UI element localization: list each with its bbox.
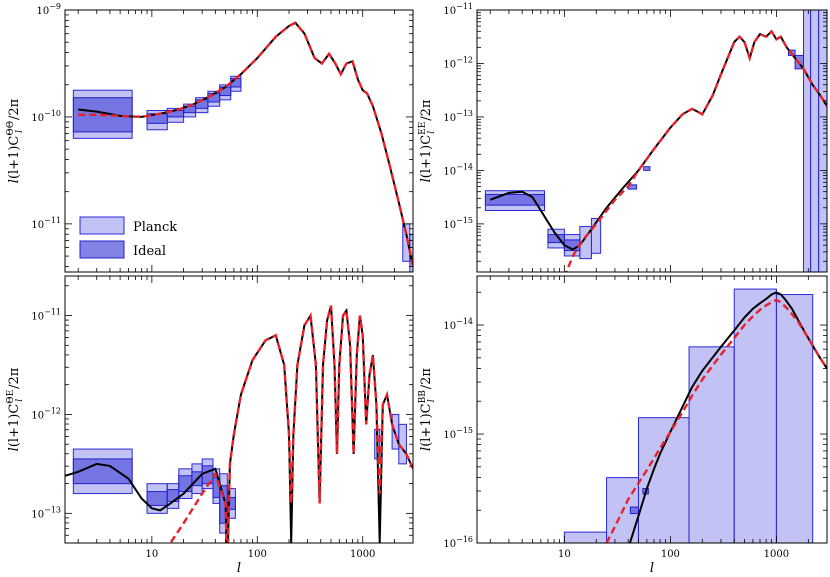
x-tick-label: 10: [558, 549, 571, 560]
planck-errorbox: [818, 10, 827, 272]
model-curve: [605, 298, 827, 543]
ideal-errorbox: [146, 491, 168, 506]
theory-curve: [78, 21, 413, 267]
legend-ideal-swatch: [79, 240, 125, 259]
theory-curve: [65, 305, 413, 543]
y-tick-label: 10−11: [443, 2, 473, 17]
panel-te: 10−11 10−12 10−13 10 100 1000 l(l+1)CΘEl/2π l: [6, 275, 414, 576]
planck-errorbox: [802, 10, 812, 272]
panel-ee: 10−11 10−12 10−13 10−14 10−15 l(l+1)CEEl/2π: [418, 2, 828, 273]
planck-errorbox: [810, 10, 820, 272]
y-tick-label: 10−12: [443, 55, 473, 70]
legend-planck-swatch: [79, 216, 125, 235]
x-tick-label: 1000: [350, 549, 375, 560]
panel-bb: 10−14 10−15 10−16 10 100 1000 l(l+1)CBBl/2π l: [418, 275, 828, 576]
y-tick-label: 10−14: [443, 162, 473, 177]
planck-errorbox: [733, 288, 777, 543]
panel-tt: 10−9 10−10 10−11 l(l+1)CΘΘl/2π Planck Ideal: [6, 2, 414, 273]
ideal-errorbox: [226, 497, 236, 510]
ideal-errorbox: [72, 458, 133, 485]
y-tick-label: 10−11: [31, 308, 61, 323]
planck-errorbox: [590, 218, 602, 254]
model-curve: [78, 21, 413, 267]
y-axis-label: l(l+1)CBBl/2π: [418, 368, 437, 451]
y-tick-label: 10−13: [443, 109, 473, 124]
y-tick-label: 10−16: [443, 535, 473, 550]
y-tick-label: 10−9: [36, 2, 61, 17]
planck-errorbox: [637, 417, 690, 543]
axes-frame: [476, 275, 828, 544]
x-axis-label: l: [237, 561, 241, 576]
ideal-errorbox: [629, 506, 639, 515]
x-axis-label: l: [650, 561, 654, 576]
ideal-errorbox: [178, 475, 193, 493]
x-tick-label: 100: [248, 549, 267, 560]
x-tick-label: 100: [661, 549, 680, 560]
legend: Planck Ideal: [79, 216, 177, 259]
ideal-errorbox: [201, 465, 214, 485]
legend-planck-label: Planck: [133, 220, 177, 235]
model-curve: [168, 305, 413, 543]
y-axis-label: l(l+1)CΘEl/2π: [6, 367, 25, 451]
theory-curve: [489, 29, 827, 251]
y-tick-label: 10−15: [443, 216, 473, 231]
y-tick-label: 10−11: [31, 216, 61, 231]
x-tick-label: 1000: [764, 549, 789, 560]
theory-curve: [628, 291, 827, 543]
axes-frame: [64, 275, 414, 544]
y-tick-label: 10−12: [31, 406, 61, 421]
x-tick-label: 10: [145, 549, 158, 560]
y-tick-label: 10−10: [31, 109, 61, 124]
y-tick-label: 10−14: [443, 317, 473, 332]
y-axis-label: l(l+1)CΘΘl/2π: [6, 98, 25, 183]
legend-ideal-label: Ideal: [133, 244, 166, 259]
ideal-errorbox: [484, 193, 546, 206]
axes-frame: [476, 9, 828, 273]
y-tick-label: 10−15: [443, 426, 473, 441]
planck-errorbox: [563, 531, 608, 543]
y-tick-label: 10−13: [31, 505, 61, 520]
y-axis-label: l(l+1)CEEl/2π: [418, 99, 437, 182]
ideal-errorbox: [643, 166, 651, 171]
model-curve: [565, 29, 827, 272]
